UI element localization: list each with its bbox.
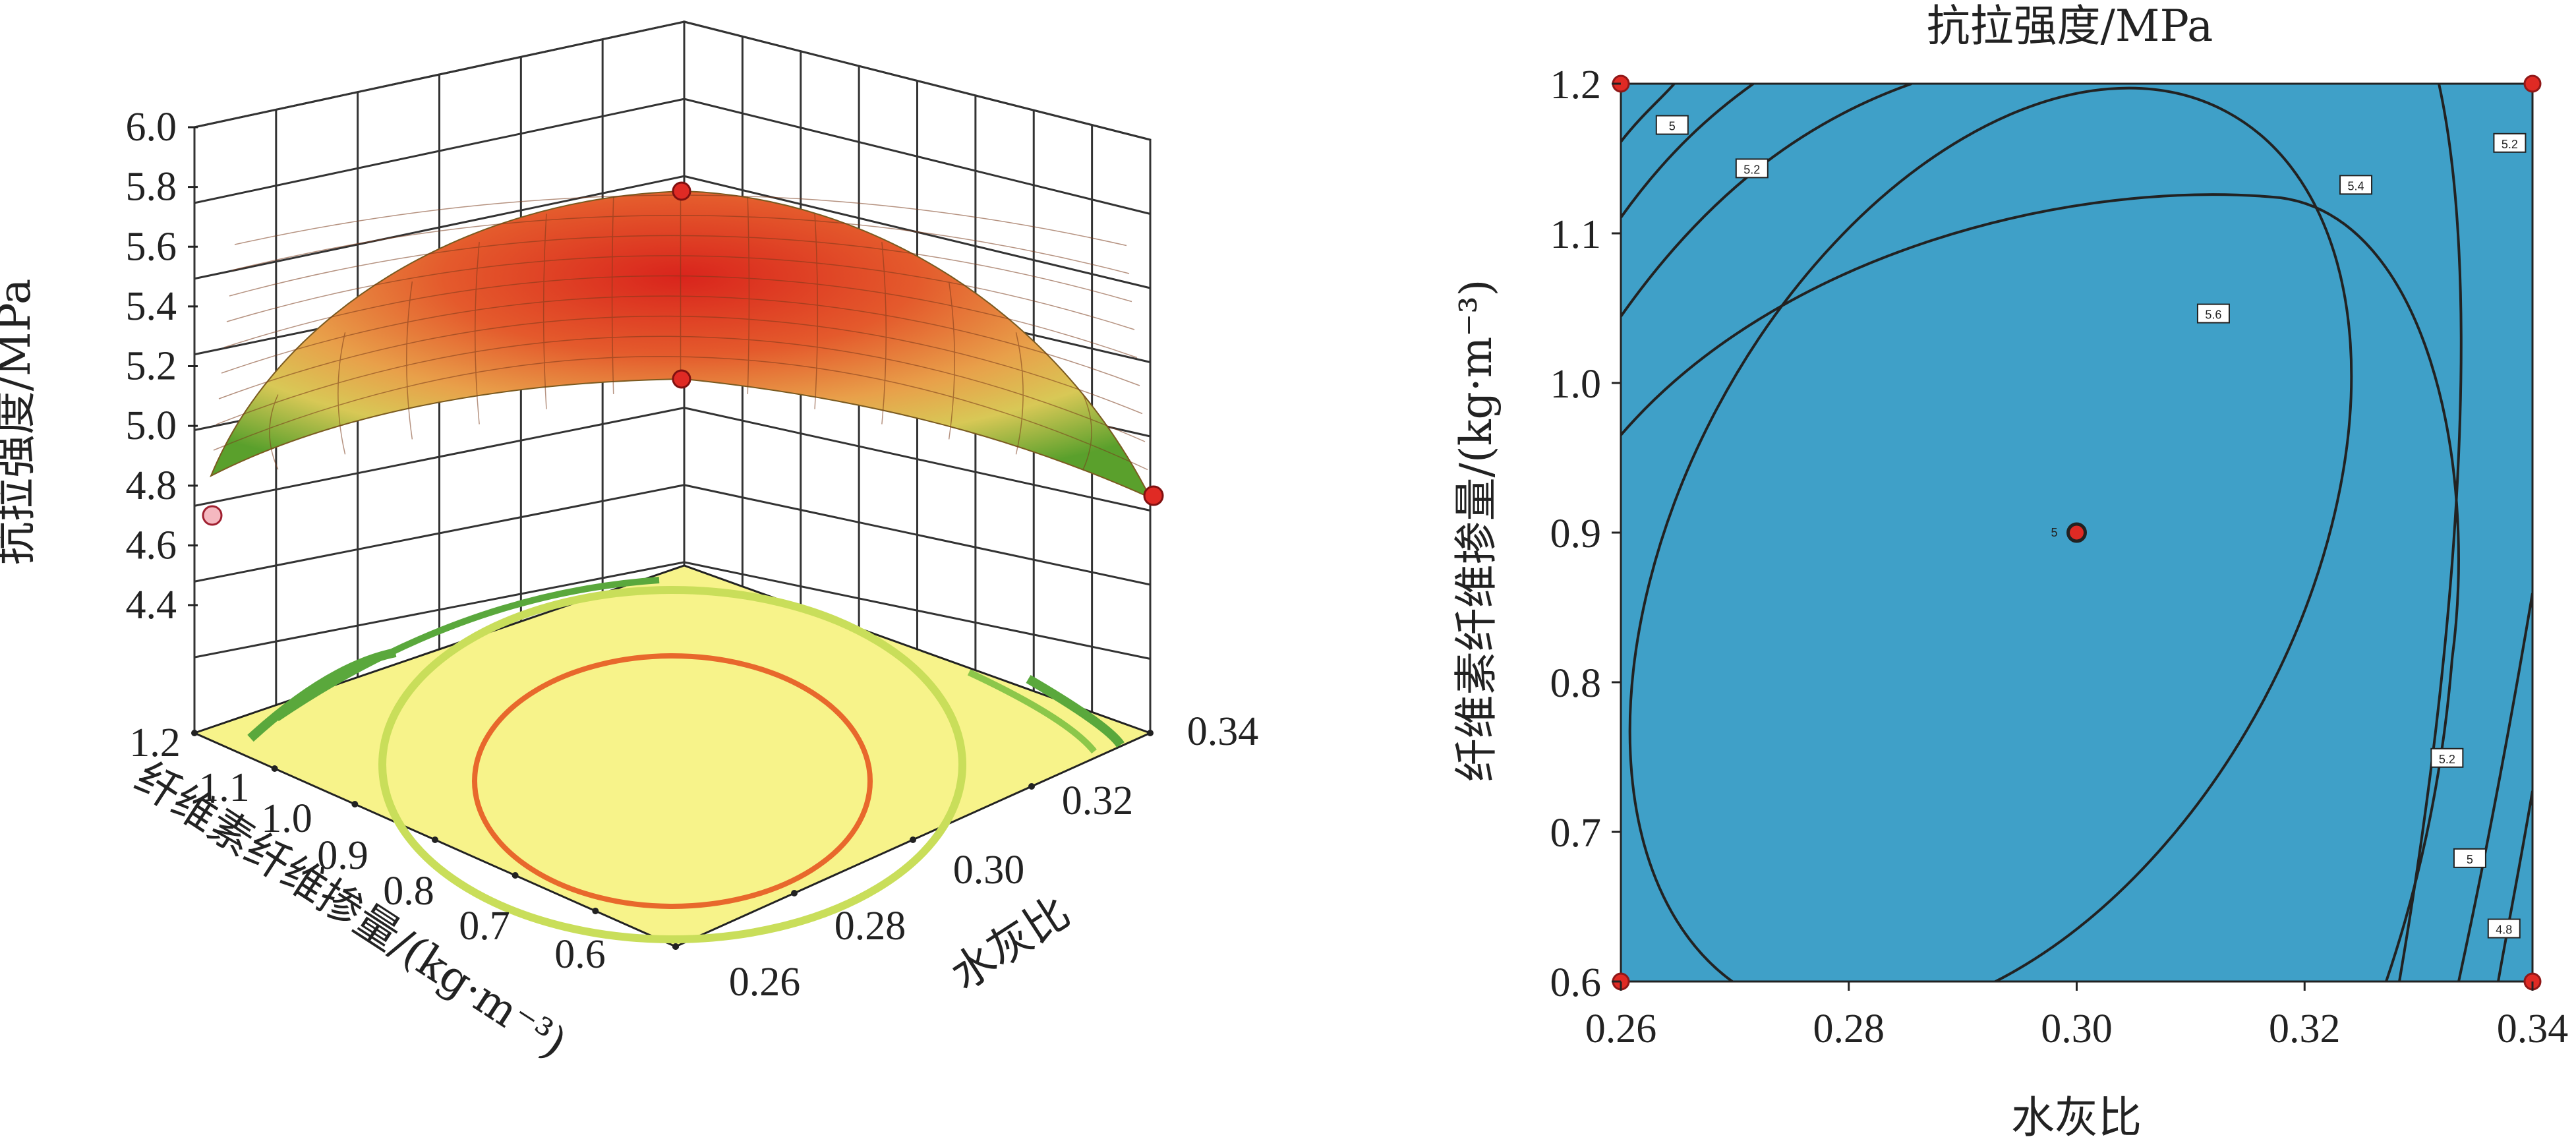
y-axis-ticks: 0.6 0.7 0.8 0.9 1.0 1.1 1.2: [1550, 63, 1621, 1005]
floor-contours: [247, 577, 1125, 943]
y-tick-label-3d: 1.1: [198, 765, 250, 810]
contour-label: 5.6: [2196, 303, 2230, 324]
x-tick-label-3d: 0.30: [953, 848, 1025, 893]
x-axis-label-3d: 水灰比: [942, 887, 1079, 1000]
z-tick-label: 5.6: [126, 224, 177, 269]
y-tick-label-3d: 0.7: [459, 904, 510, 949]
contour-label: 4.8: [2487, 918, 2521, 939]
svg-text:5.4: 5.4: [2348, 179, 2364, 192]
y-tick-label-3d: 0.8: [383, 869, 434, 914]
svg-text:5.6: 5.6: [2205, 308, 2221, 322]
surface-point-center: [672, 369, 691, 389]
svg-text:5: 5: [2467, 853, 2473, 866]
y-tick-label: 1.1: [1550, 212, 1602, 257]
contour-label: 5: [1655, 115, 1689, 135]
y-tick-label: 1.2: [1550, 63, 1602, 107]
surface-point-peak: [672, 181, 691, 201]
design-point-center: [2066, 522, 2087, 543]
contour-label: 5: [2453, 848, 2486, 868]
x-tick-label: 0.32: [2269, 1007, 2341, 1051]
x-tick-label-3d: 0.28: [834, 904, 906, 949]
z-tick-label: 4.8: [126, 463, 177, 508]
x-tick-label: 0.34: [2497, 1007, 2569, 1051]
surface-point-left: [202, 505, 223, 526]
x-tick-label: 0.30: [2041, 1007, 2113, 1051]
z-tick-label: 5.2: [126, 344, 177, 389]
svg-text:5.2: 5.2: [1743, 163, 1760, 176]
design-point: [2523, 74, 2542, 93]
contour-labels: 5 5.2 5.4 5.6 5.2 5.2 5 4.8: [1655, 115, 2527, 939]
y-tick-label-3d: 1.0: [261, 796, 312, 841]
contour-label: 5.2: [2493, 132, 2527, 153]
svg-text:5.2: 5.2: [2502, 138, 2518, 151]
z-tick-label: 5.4: [126, 284, 177, 329]
z-axis-label: 抗拉强度/MPa: [0, 279, 40, 566]
x-tick-label-3d: 0.26: [729, 960, 801, 1005]
x-axis-label: 水灰比: [2011, 1092, 2142, 1143]
y-axis-ticks-3d: 1.2 1.11.00.9 0.8 0.7 0.6: [129, 720, 679, 977]
y-tick-label-3d: 0.9: [317, 833, 368, 878]
contour-label: 5.2: [1735, 158, 1769, 179]
y-axis-label: 纤维素纤维掺量/(kg·m⁻³): [1451, 279, 1502, 782]
surface-point-right: [1143, 485, 1164, 506]
y-tick-label: 0.8: [1550, 661, 1602, 706]
y-tick-label: 0.6: [1550, 960, 1602, 1005]
y-tick-label-3d: 0.6: [554, 932, 606, 977]
contour-label: 5.2: [2430, 747, 2464, 768]
contour-lines: [1621, 84, 2532, 982]
contour-panel: 抗拉强度/MPa 5 5.2 5.4 5.6 5.2 5.2 5 4.8 5 0.26 0.28…: [1451, 1, 2569, 1143]
svg-text:4.8: 4.8: [2496, 923, 2512, 937]
svg-text:5: 5: [1669, 120, 1676, 133]
x-axis-ticks-3d: 0.26 0.28 0.30 0.32 0.34: [672, 709, 1258, 1005]
x-tick-label-3d: 0.34: [1187, 709, 1259, 754]
surface-mesh: [213, 190, 1148, 471]
contour-title: 抗拉强度/MPa: [1927, 1, 2213, 51]
z-tick-label: 4.4: [126, 583, 177, 628]
x-tick-label: 0.28: [1813, 1007, 1885, 1051]
x-tick-label-3d: 0.32: [1062, 778, 1134, 823]
contour-label: 5.4: [2339, 175, 2373, 195]
surface-panel: 4.4 4.6 4.8 5.0 5.2 5.4 5.6 5.8 6.0 抗拉强度/MPa 1.2…: [0, 20, 1258, 1069]
z-axis-ticks: 4.4 4.6 4.8 5.0 5.2 5.4 5.6 5.8 6.0: [126, 105, 198, 628]
x-tick-label: 0.26: [1585, 1007, 1657, 1051]
y-tick-label-3d: 1.2: [129, 720, 181, 765]
svg-text:5.2: 5.2: [2439, 753, 2455, 766]
z-tick-label: 6.0: [126, 105, 177, 150]
y-tick-label: 0.7: [1550, 811, 1602, 856]
z-tick-label: 4.6: [126, 523, 177, 568]
y-tick-label: 0.9: [1550, 512, 1602, 556]
y-tick-label: 1.0: [1550, 362, 1602, 407]
z-tick-label: 5.8: [126, 165, 177, 210]
center-point-label: 5: [2051, 526, 2057, 539]
x-axis-ticks: 0.26 0.28 0.30 0.32 0.34: [1585, 982, 2569, 1051]
z-tick-label: 5.0: [126, 403, 177, 448]
